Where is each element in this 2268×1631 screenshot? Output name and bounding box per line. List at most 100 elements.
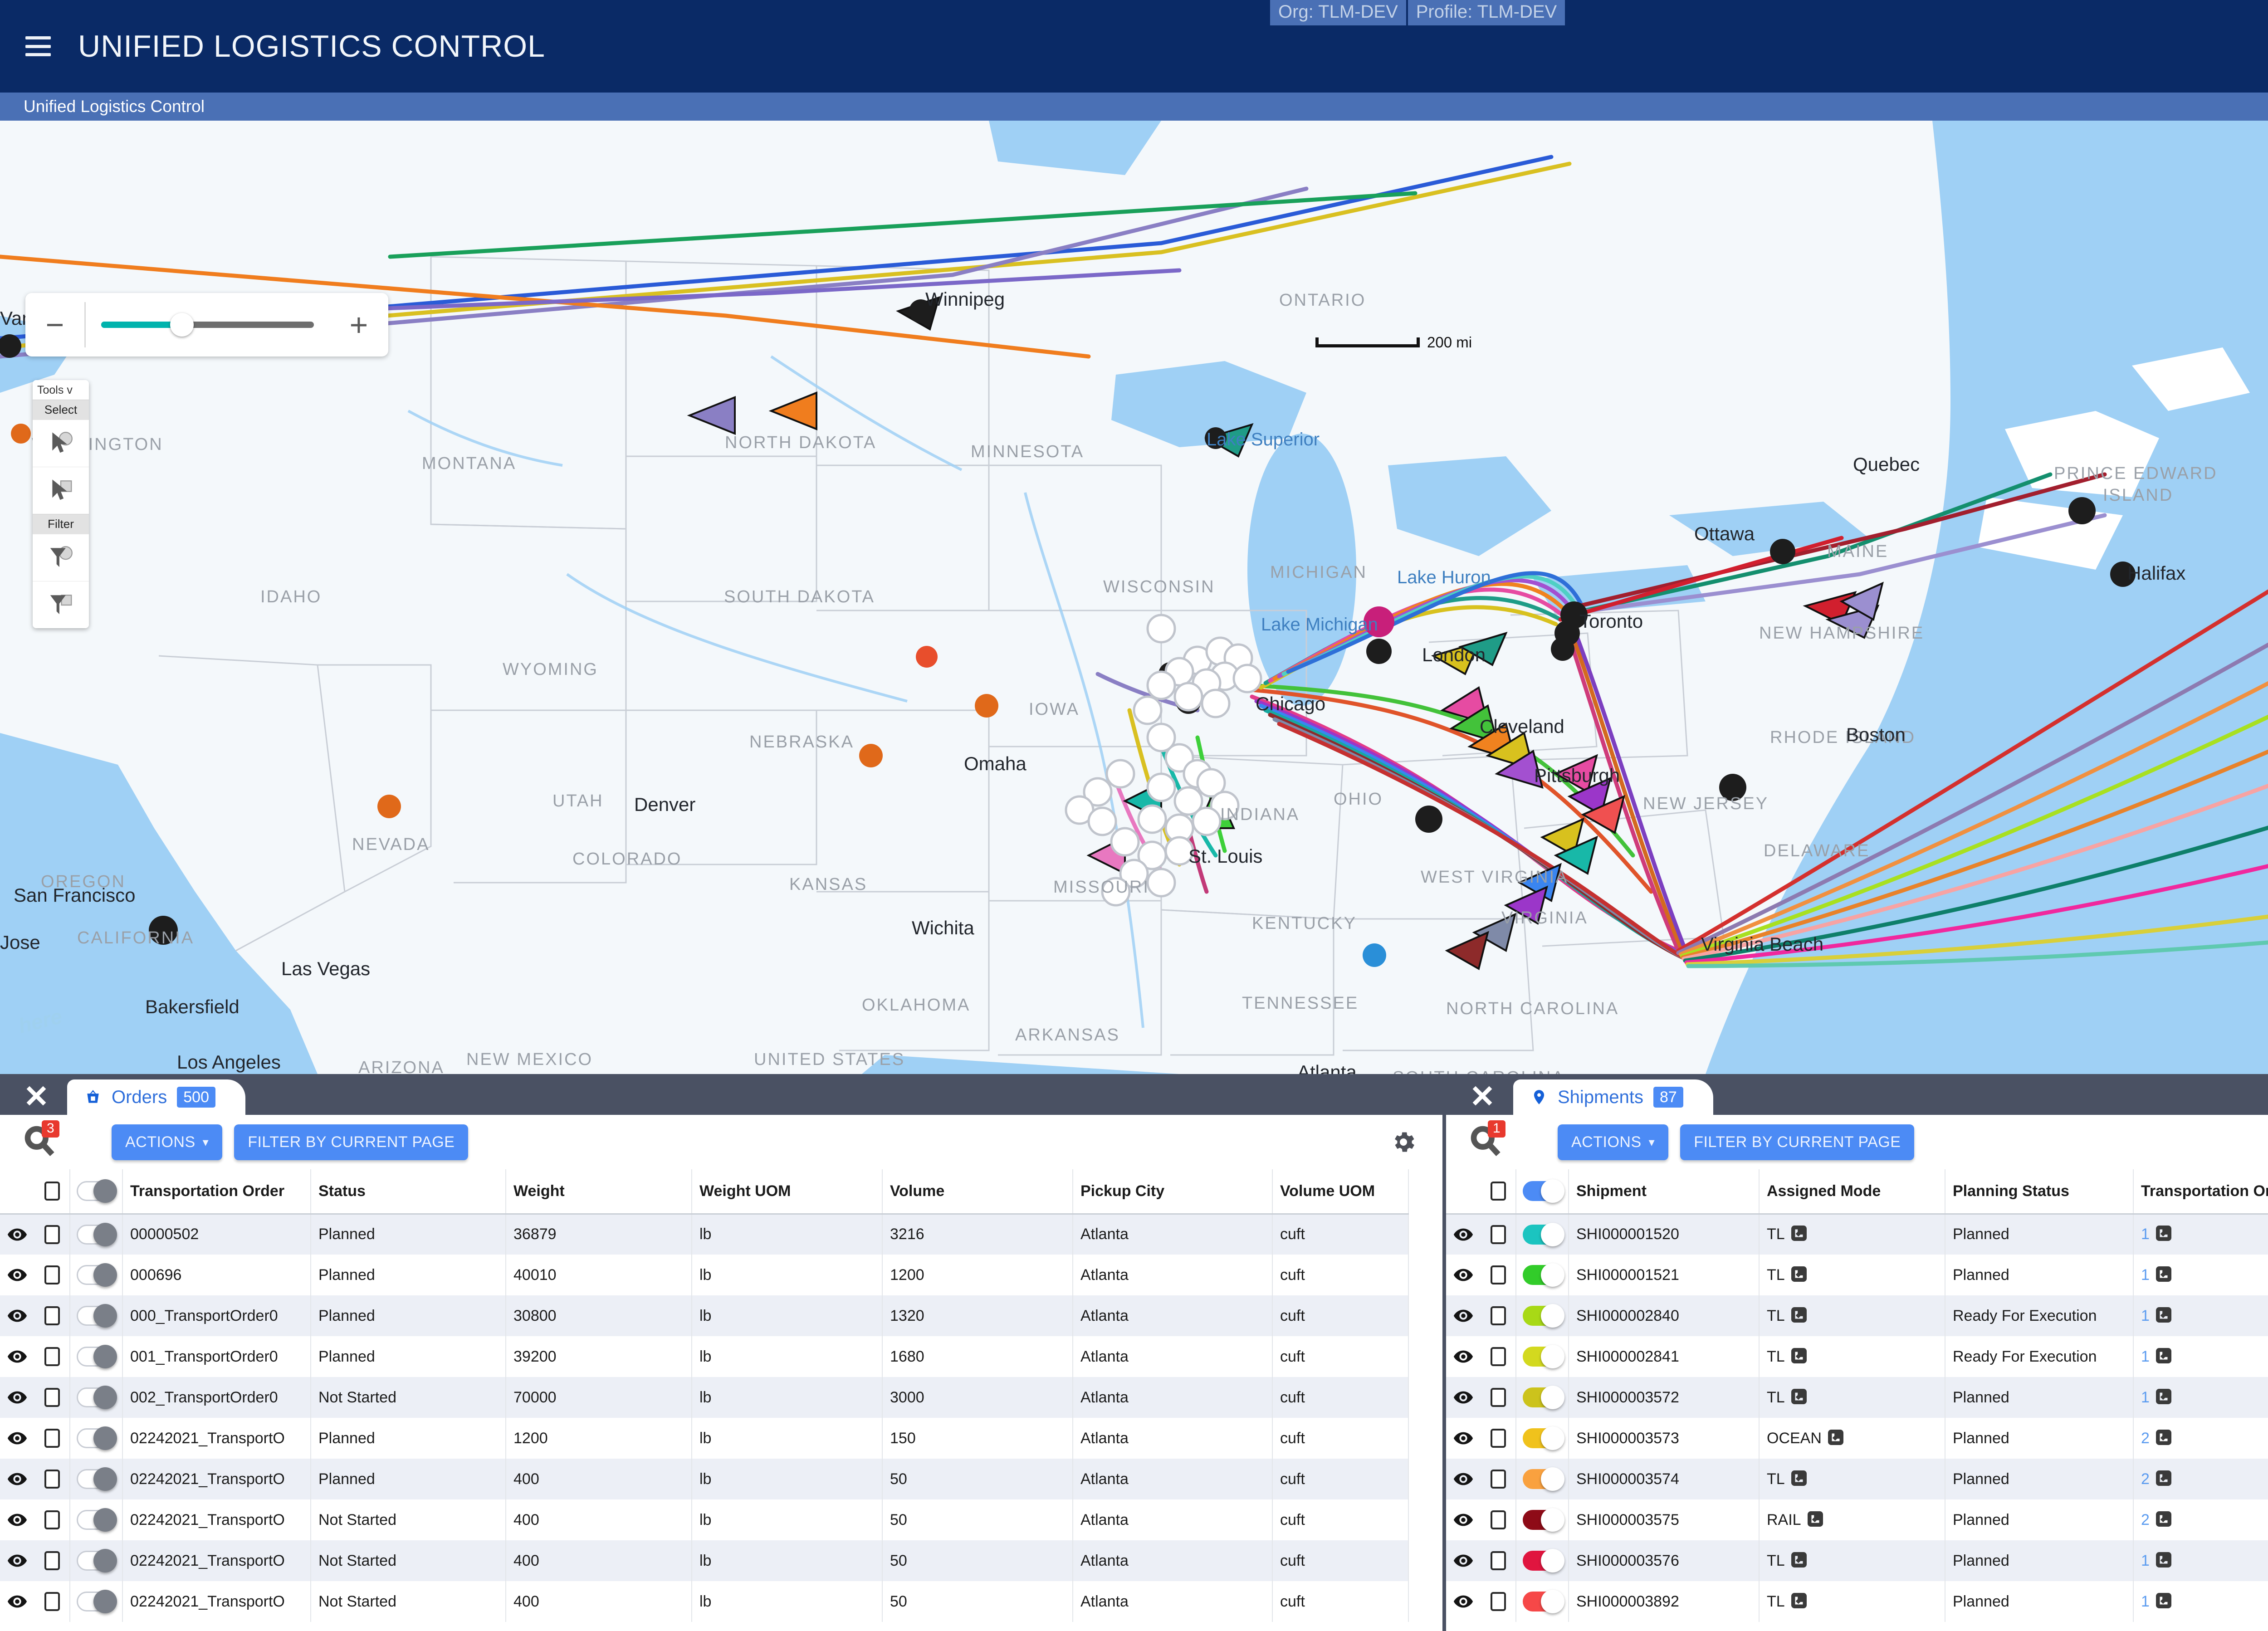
tab-orders[interactable]: Orders 500 xyxy=(67,1079,245,1115)
open-external-icon[interactable] xyxy=(2150,1307,2171,1325)
shipments-row-toggle-cell[interactable] xyxy=(1516,1499,1569,1540)
shipments-filter-by-page-button[interactable]: FILTER BY CURRENT PAGE xyxy=(1680,1124,1915,1160)
row-visibility-icon[interactable] xyxy=(4,1224,31,1245)
row-visibility-icon[interactable] xyxy=(1450,1550,1477,1571)
orders-row-toggle-cell[interactable] xyxy=(70,1499,123,1540)
row-visibility-icon[interactable] xyxy=(1450,1509,1477,1530)
shipments-select-all-checkbox[interactable] xyxy=(1490,1182,1506,1201)
open-external-icon[interactable] xyxy=(1822,1429,1843,1447)
shipments-table-row[interactable]: SHI000001520TLPlanned12Not Started2021-1… xyxy=(1446,1214,2268,1255)
tools-panel-header[interactable]: Tools v xyxy=(33,380,89,400)
row-visibility-icon[interactable] xyxy=(4,1265,31,1285)
menu-toggle-icon[interactable] xyxy=(25,36,51,56)
orders-row-checkbox[interactable] xyxy=(44,1592,60,1611)
open-external-icon[interactable] xyxy=(2150,1266,2171,1284)
shipments-row-checkbox[interactable] xyxy=(1490,1306,1506,1325)
orders-col-status[interactable]: Status xyxy=(311,1169,506,1215)
open-external-icon[interactable] xyxy=(1785,1388,1807,1406)
orders-row-select-cell[interactable] xyxy=(34,1540,70,1581)
orders-row-toggle[interactable] xyxy=(77,1508,117,1532)
shipments-row-toggle[interactable] xyxy=(1523,1467,1564,1491)
open-external-icon[interactable] xyxy=(1785,1266,1807,1284)
map-tools-panel[interactable]: Tools v Select Filter xyxy=(33,380,89,628)
open-external-icon[interactable] xyxy=(2150,1511,2171,1529)
orders-col-weight[interactable]: Weight xyxy=(506,1169,692,1215)
row-visibility-icon[interactable] xyxy=(1450,1469,1477,1489)
open-external-icon[interactable] xyxy=(2150,1429,2171,1447)
orders-row-checkbox[interactable] xyxy=(44,1510,60,1529)
shipments-row-select-cell[interactable] xyxy=(1481,1255,1516,1295)
open-external-icon[interactable] xyxy=(1785,1470,1807,1488)
orders-row-toggle-cell[interactable] xyxy=(70,1336,123,1377)
orders-row-toggle[interactable] xyxy=(77,1467,117,1491)
row-visibility-icon[interactable] xyxy=(4,1509,31,1530)
shipments-row-checkbox[interactable] xyxy=(1490,1592,1506,1611)
orders-row-toggle-cell[interactable] xyxy=(70,1459,123,1499)
orders-select-all-checkbox[interactable] xyxy=(44,1182,60,1201)
open-external-icon[interactable] xyxy=(1785,1552,1807,1570)
orders-col-pickup-city[interactable]: Pickup City xyxy=(1073,1169,1273,1215)
orders-search-icon[interactable]: 3 xyxy=(24,1120,63,1164)
open-external-icon[interactable] xyxy=(2150,1348,2171,1366)
orders-row-select-cell[interactable] xyxy=(34,1418,70,1459)
row-visibility-icon[interactable] xyxy=(1450,1305,1477,1326)
orders-row-checkbox[interactable] xyxy=(44,1225,60,1244)
orders-row-checkbox[interactable] xyxy=(44,1429,60,1448)
shipments-cell-transportation-orders[interactable]: 2 xyxy=(2133,1418,2268,1459)
orders-row-toggle[interactable] xyxy=(77,1549,117,1572)
orders-header-toggle[interactable] xyxy=(77,1179,117,1203)
row-visibility-icon[interactable] xyxy=(4,1550,31,1571)
shipments-actions-button[interactable]: ACTIONS ▾ xyxy=(1558,1124,1669,1160)
orders-row-checkbox[interactable] xyxy=(44,1551,60,1570)
orders-row-select-cell[interactable] xyxy=(34,1295,70,1336)
orders-table-row[interactable]: 02242021_TransportO Not Started 400 lb 50 Atl… xyxy=(0,1581,1409,1622)
zoom-slider-knob[interactable] xyxy=(170,313,194,337)
close-orders-panel-icon[interactable] xyxy=(24,1084,48,1108)
row-visibility-icon[interactable] xyxy=(1450,1265,1477,1285)
orders-row-visibility-cell[interactable] xyxy=(0,1377,34,1418)
orders-row-visibility-cell[interactable] xyxy=(0,1255,34,1295)
shipments-row-select-cell[interactable] xyxy=(1481,1499,1516,1540)
shipments-row-checkbox[interactable] xyxy=(1490,1388,1506,1407)
orders-row-visibility-cell[interactable] xyxy=(0,1540,34,1581)
open-external-icon[interactable] xyxy=(1785,1348,1807,1366)
shipments-row-toggle-cell[interactable] xyxy=(1516,1377,1569,1418)
row-visibility-icon[interactable] xyxy=(4,1591,31,1612)
orders-row-toggle[interactable] xyxy=(77,1222,117,1246)
orders-table-row[interactable]: 02242021_TransportO Not Started 400 lb 50 Atl… xyxy=(0,1540,1409,1581)
shipments-row-checkbox[interactable] xyxy=(1490,1265,1506,1284)
orders-table-row[interactable]: 02242021_TransportO Not Started 400 lb 50 Atl… xyxy=(0,1499,1409,1540)
profile-pill[interactable]: Profile: TLM-DEV xyxy=(1408,0,1565,25)
shipments-col-assigned-mode[interactable]: Assigned Mode xyxy=(1759,1169,1945,1215)
row-visibility-icon[interactable] xyxy=(4,1387,31,1408)
select-point-icon[interactable] xyxy=(33,420,89,467)
orders-col-weight-uom[interactable]: Weight UOM xyxy=(692,1169,883,1215)
shipments-table-wrap[interactable]: Shipment Assigned Mode Planning Status T… xyxy=(1446,1169,2268,1631)
shipments-table-row[interactable]: SHI000003575RAILPlanned22Not Started2021… xyxy=(1446,1499,2268,1540)
shipments-row-checkbox[interactable] xyxy=(1490,1429,1506,1448)
shipments-row-toggle[interactable] xyxy=(1523,1345,1564,1368)
row-visibility-icon[interactable] xyxy=(1450,1428,1477,1449)
orders-row-select-cell[interactable] xyxy=(34,1581,70,1622)
row-visibility-icon[interactable] xyxy=(4,1428,31,1449)
orders-col-volume-uom[interactable]: Volume UOM xyxy=(1272,1169,1409,1215)
shipments-row-toggle-cell[interactable] xyxy=(1516,1418,1569,1459)
orders-actions-button[interactable]: ACTIONS ▾ xyxy=(112,1124,223,1160)
shipments-row-select-cell[interactable] xyxy=(1481,1377,1516,1418)
orders-col-volume[interactable]: Volume xyxy=(882,1169,1073,1215)
shipments-search-icon[interactable]: 1 xyxy=(1470,1120,1509,1164)
shipments-row-toggle[interactable] xyxy=(1523,1549,1564,1572)
shipments-row-checkbox[interactable] xyxy=(1490,1347,1506,1366)
shipments-row-visibility-cell[interactable] xyxy=(1446,1377,1481,1418)
shipments-table-row[interactable]: SHI000003573OCEANPlanned22Not Started202… xyxy=(1446,1418,2268,1459)
orders-row-select-cell[interactable] xyxy=(34,1377,70,1418)
orders-row-visibility-cell[interactable] xyxy=(0,1214,34,1255)
shipments-row-visibility-cell[interactable] xyxy=(1446,1214,1481,1255)
orders-row-checkbox[interactable] xyxy=(44,1470,60,1489)
shipments-row-toggle[interactable] xyxy=(1523,1304,1564,1328)
shipments-row-visibility-cell[interactable] xyxy=(1446,1540,1481,1581)
open-external-icon[interactable] xyxy=(2150,1592,2171,1611)
orders-row-visibility-cell[interactable] xyxy=(0,1581,34,1622)
filter-point-icon[interactable] xyxy=(33,534,89,581)
